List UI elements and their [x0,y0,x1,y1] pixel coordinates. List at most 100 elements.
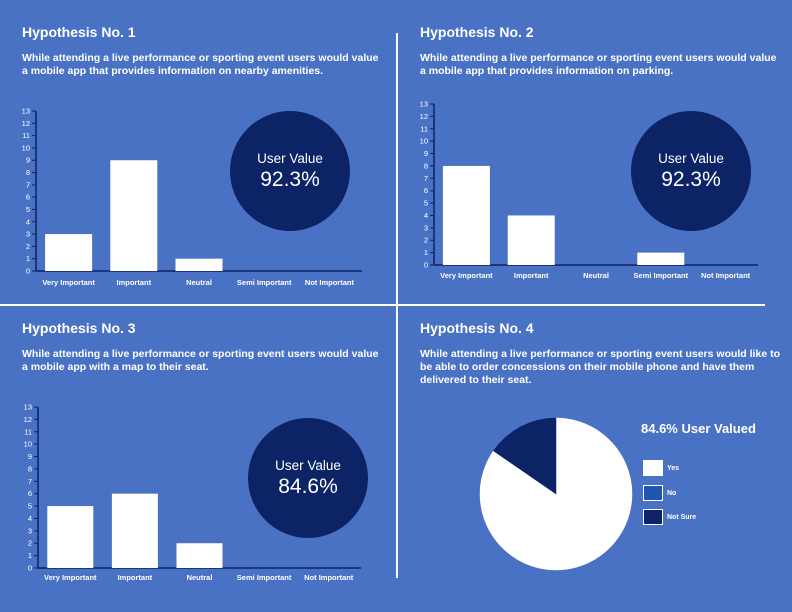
bar-very-important [442,165,490,265]
bar-semi-important [637,252,685,265]
y-tick-label: 0 [424,261,428,270]
legend-item-yes: Yes [643,460,679,476]
y-tick-label: 13 [22,107,30,116]
x-category-label: Neutral [186,278,212,287]
y-tick-label: 7 [26,180,30,189]
x-category-label: Not Important [701,271,751,280]
y-tick-label: 11 [22,131,30,140]
y-tick-label: 8 [26,168,30,177]
y-tick-label: 13 [24,403,32,412]
legend-label-yes: Yes [667,464,680,472]
y-tick-label: 4 [26,217,30,226]
y-tick-label: 8 [424,161,428,170]
x-category-label: Important [117,278,152,287]
y-tick-label: 12 [420,112,428,121]
y-tick-label: 10 [24,440,32,449]
y-tick-label: 11 [24,427,32,436]
pie-chart-title: 84.6% User Valued [641,421,756,436]
hypothesis-1-title: Hypothesis No. 1 [22,24,136,40]
y-tick-label: 3 [28,526,32,535]
hypothesis-1-description: While attending a live performance or sp… [22,52,379,77]
user-value-percent: 92.3% [661,167,721,191]
hypothesis-3-panel: Hypothesis No. 3 While attending a live … [0,306,396,612]
y-tick-label: 6 [424,186,428,195]
y-tick-label: 5 [26,205,30,214]
y-tick-label: 4 [424,211,428,220]
x-category-label: Semi Important [237,278,292,287]
x-category-label: Not Important [304,573,354,582]
legend-swatch-not-sure [643,509,663,525]
y-tick-label: 5 [28,502,32,511]
x-category-label: Neutral [583,271,609,280]
user-value-percent: 92.3% [260,167,320,191]
y-tick-label: 9 [424,149,428,158]
hypothesis-4-pie-chart [479,417,633,571]
hypothesis-3-user-value-badge: User Value 84.6% [248,418,368,538]
y-tick-label: 0 [28,564,32,573]
y-tick-label: 12 [22,119,30,128]
x-category-label: Semi Important [634,271,689,280]
y-tick-label: 4 [28,514,32,523]
y-tick-label: 11 [420,124,428,133]
x-category-label: Important [514,271,549,280]
y-tick-label: 0 [26,267,30,276]
hypothesis-4-description: While attending a live performance or sp… [420,348,780,386]
y-tick-label: 7 [28,477,32,486]
y-tick-label: 2 [424,236,428,245]
bar-very-important [45,234,93,271]
user-value-label: User Value [658,150,724,166]
user-value-label: User Value [257,150,323,166]
bar-very-important [47,506,94,568]
y-tick-label: 1 [28,551,32,560]
y-tick-label: 10 [22,143,30,152]
user-value-label: User Value [275,457,341,473]
y-tick-label: 6 [26,193,30,202]
bar-neutral [176,543,223,568]
y-tick-label: 6 [28,489,32,498]
y-tick-label: 2 [26,242,30,251]
hypothesis-3-title: Hypothesis No. 3 [22,320,136,336]
x-category-label: Not Important [305,278,355,287]
y-tick-label: 9 [28,452,32,461]
legend-item-not-sure: Not Sure [643,509,696,525]
hypothesis-1-panel: Hypothesis No. 1 While attending a live … [0,0,396,304]
y-tick-label: 13 [420,100,428,109]
y-tick-label: 12 [24,415,32,424]
pie-slice-not-sure [493,417,557,495]
x-category-label: Very Important [440,271,493,280]
hypothesis-4-panel: Hypothesis No. 4 While attending a live … [397,306,792,612]
x-category-label: Neutral [187,573,213,582]
y-tick-label: 3 [424,223,428,232]
horizontal-divider [0,304,765,306]
bar-neutral [175,258,223,271]
y-tick-label: 1 [424,248,428,257]
legend-item-no: No [643,485,676,501]
y-tick-label: 5 [424,199,428,208]
y-tick-label: 10 [420,137,428,146]
y-tick-label: 8 [28,464,32,473]
hypothesis-2-title: Hypothesis No. 2 [420,24,534,40]
hypothesis-1-user-value-badge: User Value 92.3% [230,111,350,231]
bar-important [110,160,158,271]
y-tick-label: 2 [28,539,32,548]
legend-label-no: No [667,489,677,497]
legend-label-not-sure: Not Sure [667,513,697,521]
x-category-label: Semi Important [237,573,292,582]
y-tick-label: 3 [26,230,30,239]
x-category-label: Important [118,573,153,582]
bar-important [111,493,158,568]
y-tick-label: 7 [424,174,428,183]
hypothesis-2-user-value-badge: User Value 92.3% [631,111,751,231]
bar-important [507,215,555,265]
x-category-label: Very Important [44,573,97,582]
hypothesis-2-description: While attending a live performance or sp… [420,52,777,77]
y-tick-label: 9 [26,156,30,165]
legend-swatch-no [643,485,663,501]
hypothesis-3-description: While attending a live performance or sp… [22,348,379,373]
y-tick-label: 1 [26,254,30,263]
x-category-label: Very Important [42,278,95,287]
legend-swatch-yes [643,460,663,476]
user-value-percent: 84.6% [278,474,338,498]
